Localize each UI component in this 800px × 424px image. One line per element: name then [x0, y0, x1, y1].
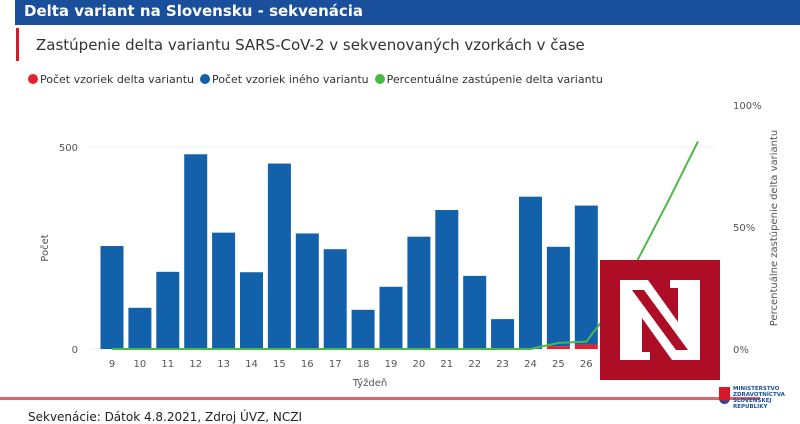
bar-other — [267, 163, 291, 349]
x-tick-label: 23 — [496, 359, 509, 370]
bar-other — [295, 233, 319, 349]
bar-other — [323, 249, 347, 349]
bar-other — [519, 196, 542, 349]
bar-other — [351, 309, 375, 349]
x-tick-label: 19 — [385, 359, 398, 370]
chart-title: Zastúpenie delta variantu SARS-CoV-2 v s… — [36, 36, 585, 54]
x-tick-label: 10 — [134, 359, 147, 370]
bar-delta — [546, 346, 570, 349]
legend-item-delta[interactable]: Počet vzoriek delta variantu — [28, 73, 194, 86]
x-tick-label: 20 — [413, 359, 426, 370]
legend-label: Počet vzoriek iného variantu — [212, 73, 369, 86]
y2-tick-label: 100% — [733, 101, 762, 112]
bar-other — [574, 205, 598, 345]
legend-dot-icon — [374, 74, 385, 84]
legend: Počet vzoriek delta variantu Počet vzori… — [28, 73, 603, 86]
bar-other — [546, 246, 570, 347]
x-tick-label: 15 — [273, 359, 286, 370]
ministry-line: ZDRAVOTNÍCTVA — [733, 392, 785, 398]
x-tick-label: 13 — [217, 359, 230, 370]
legend-item-percent[interactable]: Percentuálne zastúpenie delta variantu — [374, 73, 603, 86]
bar-other — [184, 154, 208, 349]
y2-axis-label: Percentuálne zastúpenie delta variantu — [768, 130, 780, 327]
legend-label: Percentuálne zastúpenie delta variantu — [386, 73, 603, 86]
bar-other — [212, 232, 236, 349]
y-tick-label: 500 — [59, 143, 78, 154]
page-header: Delta variant na Slovensku - sekvenácia — [15, 0, 800, 25]
legend-item-other[interactable]: Počet vzoriek iného variantu — [200, 73, 369, 86]
x-tick-label: 18 — [357, 359, 370, 370]
slovak-crest-icon — [719, 387, 730, 404]
bar-other — [100, 245, 124, 349]
y-tick-label: 0 — [72, 345, 78, 356]
y-axis-label: Počet — [39, 234, 51, 261]
n-logo-icon — [600, 260, 720, 380]
bar-other — [463, 275, 487, 349]
bar-other — [407, 236, 431, 349]
footer-source: Sekvenácie: Dátok 4.8.2021, Zdroj ÚVZ, N… — [28, 410, 302, 424]
y2-tick-label: 50% — [733, 223, 755, 234]
legend-dot-icon — [28, 74, 38, 84]
legend-label: Počet vzoriek delta variantu — [40, 73, 195, 86]
x-tick-label: 11 — [161, 359, 174, 370]
x-tick-label: 14 — [245, 359, 258, 370]
x-tick-label: 9 — [109, 359, 115, 370]
x-tick-label: 21 — [440, 359, 453, 370]
x-tick-label: 26 — [580, 359, 593, 370]
x-tick-label: 12 — [189, 359, 202, 370]
ministry-logo: MINISTERSTVO ZDRAVOTNÍCTVA SLOVENSKEJ RE… — [733, 386, 800, 410]
y2-tick-label: 0% — [733, 345, 749, 356]
x-tick-label: 17 — [329, 359, 342, 370]
x-axis-label: Týždeň — [352, 377, 388, 389]
bar-other — [491, 319, 515, 349]
ministry-line: SLOVENSKEJ REPUBLIKY — [733, 398, 772, 410]
accent-bar — [16, 28, 19, 61]
legend-dot-icon — [200, 74, 211, 84]
bar-other — [128, 307, 152, 349]
x-tick-label: 16 — [301, 359, 314, 370]
bar-other — [240, 272, 263, 349]
bar-delta — [574, 344, 598, 349]
bar-other — [379, 286, 403, 349]
ministry-line: MINISTERSTVO — [733, 386, 780, 392]
x-tick-label: 24 — [524, 359, 537, 370]
bar-other — [435, 210, 459, 349]
footer-divider — [0, 397, 760, 400]
x-tick-label: 22 — [468, 359, 481, 370]
x-tick-label: 25 — [552, 359, 565, 370]
bar-other — [156, 271, 180, 349]
